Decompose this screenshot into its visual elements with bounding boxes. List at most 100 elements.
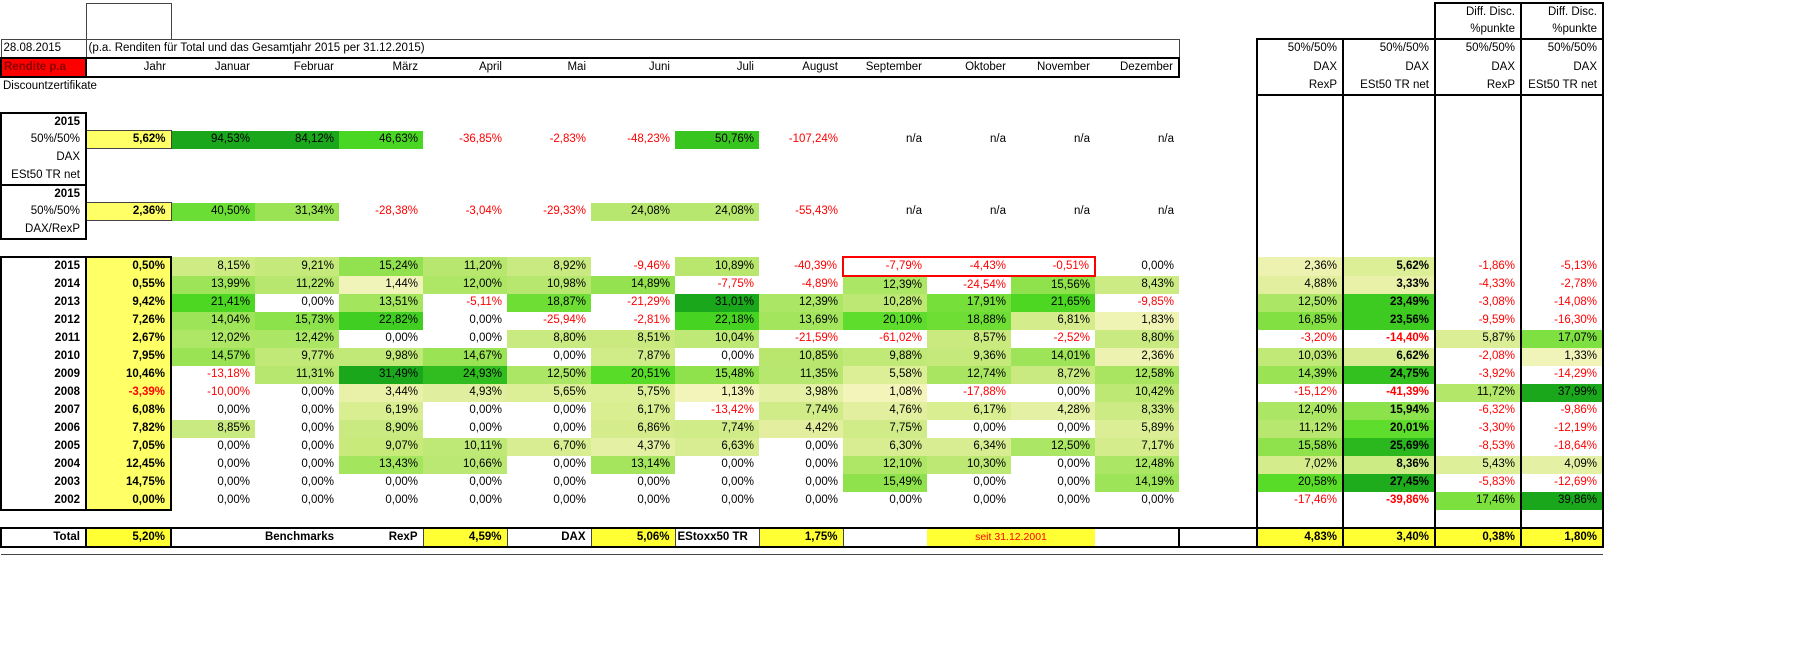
jahr-value-cell[interactable]: 12,45% [86,455,172,474]
month-value-cell[interactable]: 0,00% [973,494,1006,506]
month-value-cell[interactable]: 14,67% [423,347,507,366]
total-right-value[interactable]: 0,38% [1434,526,1522,548]
month-value-cell[interactable]: 24,93% [423,365,507,384]
month-value-cell[interactable]: 14,19% [1095,473,1179,492]
column-header-month[interactable]: Januar [171,56,255,78]
month-value-cell[interactable]: 1,83% [1095,311,1179,330]
month-value-cell[interactable]: -61,02% [879,332,922,344]
month-value-cell[interactable]: 13,43% [339,455,423,474]
year-label[interactable]: 2008 [0,383,87,402]
month-value-cell[interactable]: 7,74% [759,401,843,420]
month-value-cell[interactable]: 9,36% [927,347,1011,366]
month-value-cell[interactable]: 7,75% [843,419,927,438]
month-value-cell[interactable]: 10,98% [507,275,591,294]
column-header-month[interactable]: März [339,56,423,78]
benchmarks-label[interactable]: Benchmarks [255,526,339,548]
month-value-cell[interactable]: n/a [906,133,922,145]
month-value-cell[interactable]: 8,85% [171,419,255,438]
month-value-cell[interactable]: 0,00% [385,332,418,344]
diff-value-cell[interactable]: -6,32% [1434,401,1522,420]
month-value-cell[interactable]: 0,00% [469,476,502,488]
month-value-cell[interactable]: 31,49% [339,365,423,384]
bench-value-cell[interactable]: 2,36% [1256,256,1344,276]
month-value-cell[interactable]: -21,29% [627,296,670,308]
column-header-month[interactable]: September [843,56,927,78]
diff-value-cell[interactable]: 17,07% [1520,329,1604,348]
diff-value-cell[interactable]: 5,87% [1434,329,1522,348]
month-value-cell[interactable]: 5,75% [591,383,675,402]
month-value-cell[interactable]: 0,00% [385,476,418,488]
month-value-cell[interactable]: 0,00% [805,458,838,470]
diff-disc-header[interactable]: Diff. Disc. [1520,2,1604,21]
right-col-header[interactable]: DAX [1256,57,1344,77]
right-col-header[interactable]: ESt50 TR net [1342,76,1436,96]
bench-value-cell[interactable]: 27,45% [1342,473,1436,492]
total-right-value[interactable]: 4,83% [1256,526,1344,548]
right-col-header[interactable]: 50%/50% [1342,38,1436,58]
month-value-cell[interactable]: 0,00% [553,404,586,416]
diff-value-cell[interactable]: -2,78% [1520,275,1604,294]
diff-value-cell[interactable]: -4,33% [1434,275,1522,294]
month-value-cell[interactable]: -28,38% [375,205,418,217]
bench-value-cell[interactable]: -17,46% [1256,491,1344,510]
jahr-value-cell[interactable]: 0,50% [86,255,172,276]
column-header-month[interactable]: April [423,56,507,78]
month-value-cell[interactable]: 20,51% [591,365,675,384]
jahr-value-cell[interactable]: 5,62% [85,130,172,149]
month-value-cell[interactable]: 0,00% [1057,386,1090,398]
diff-value-cell[interactable]: -5,13% [1520,256,1604,276]
month-value-cell[interactable]: 0,00% [1057,458,1090,470]
month-value-cell[interactable]: 8,90% [339,419,423,438]
year-label[interactable]: 2005 [0,437,87,456]
diff-value-cell[interactable]: -3,30% [1434,419,1522,438]
month-value-cell[interactable]: 0,00% [217,404,250,416]
jahr-value-cell[interactable]: -3,39% [86,383,172,402]
section-title[interactable]: Discountzertifikate [3,79,97,92]
column-header-month[interactable]: August [759,56,843,78]
month-value-cell[interactable]: 40,50% [171,202,255,221]
month-value-cell[interactable]: 0,00% [721,350,754,362]
jahr-value-cell[interactable]: 7,05% [86,437,172,456]
month-value-cell[interactable]: 0,00% [553,494,586,506]
month-value-cell[interactable]: -13,18% [207,368,250,380]
month-value-cell[interactable]: 0,00% [553,458,586,470]
jahr-value-cell[interactable]: 6,08% [86,401,172,420]
month-value-cell[interactable]: n/a [1158,205,1174,217]
month-value-cell[interactable]: -25,94% [543,314,586,326]
jahr-value-cell[interactable]: 7,82% [86,419,172,438]
month-value-cell[interactable]: n/a [1074,133,1090,145]
date-cell[interactable]: 28.08.2015 [0,38,87,58]
month-value-cell[interactable]: n/a [990,133,1006,145]
column-header-month[interactable]: Februar [255,56,339,78]
month-value-cell[interactable]: 1,13% [675,383,759,402]
month-value-cell[interactable]: 12,58% [1095,365,1179,384]
year-label[interactable]: 2006 [0,419,87,438]
month-value-cell[interactable]: 9,98% [339,347,423,366]
bench-value-cell[interactable]: 25,69% [1342,437,1436,456]
month-value-cell[interactable]: 13,69% [759,311,843,330]
diff-value-cell[interactable]: 1,33% [1520,347,1604,366]
right-col-header[interactable]: RexP [1434,76,1522,96]
bench-value-cell[interactable]: 12,40% [1256,401,1344,420]
right-col-header[interactable]: 50%/50% [1256,38,1344,58]
month-value-cell[interactable]: 0,00% [469,332,502,344]
month-value-cell[interactable]: 31,34% [255,202,339,221]
year-label[interactable]: 2014 [0,275,87,294]
month-value-cell[interactable]: -2,83% [549,133,586,145]
bench-value-cell[interactable]: -15,12% [1256,383,1344,402]
month-value-cell[interactable]: -4,89% [801,278,838,290]
month-value-cell[interactable]: 15,48% [675,365,759,384]
column-header-month[interactable]: Juni [591,56,675,78]
month-value-cell[interactable]: 4,42% [759,419,843,438]
year-label[interactable]: 2010 [0,347,87,366]
month-value-cell[interactable]: 14,04% [171,311,255,330]
year-label[interactable]: 2004 [0,455,87,474]
month-value-cell[interactable]: 0,00% [805,494,838,506]
month-value-cell[interactable]: 0,00% [301,296,334,308]
month-value-cell[interactable]: 0,00% [301,440,334,452]
month-value-cell[interactable]: 10,42% [1095,383,1179,402]
month-value-cell[interactable]: 10,85% [759,347,843,366]
month-value-cell[interactable]: 12,42% [255,329,339,348]
month-value-cell[interactable]: 84,12% [255,130,339,149]
month-value-cell[interactable]: 20,10% [843,311,927,330]
